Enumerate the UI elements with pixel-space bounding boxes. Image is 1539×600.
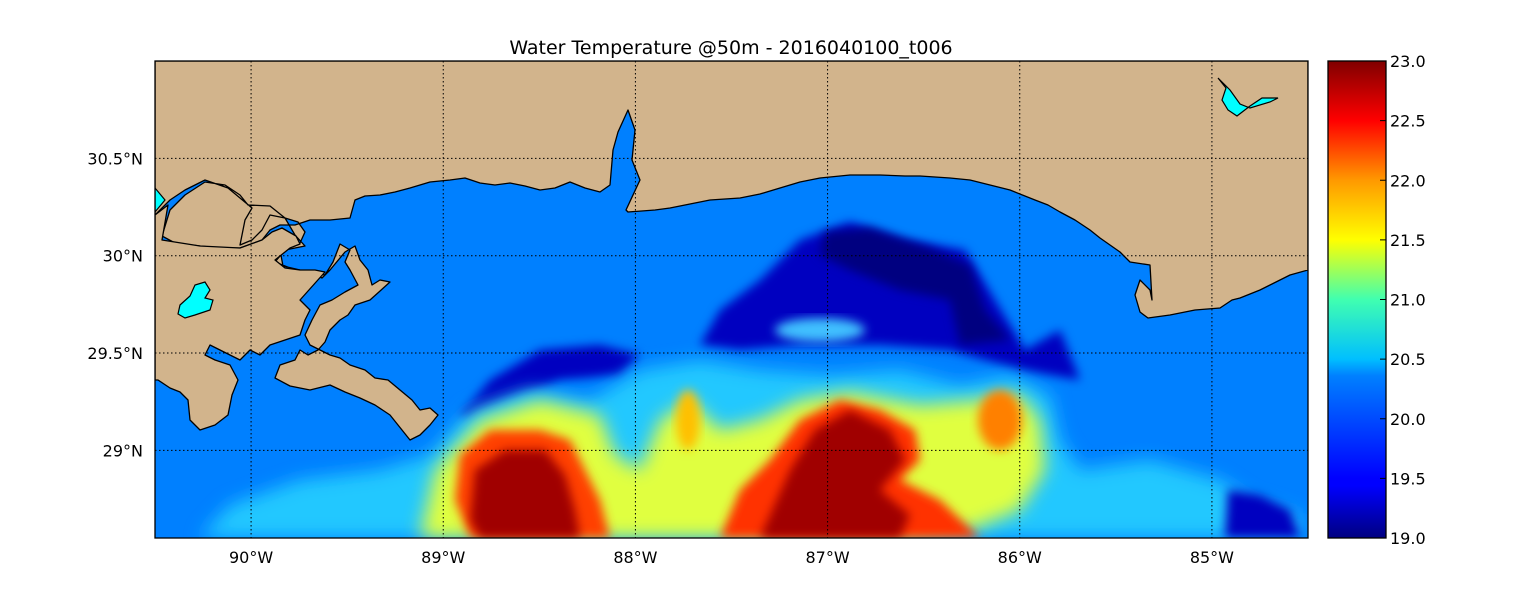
lon-label: 89°W (421, 548, 465, 567)
lat-label: 29.5°N (87, 344, 143, 363)
lat-label: 30°N (103, 247, 143, 266)
colorbar-label: 20.5 (1390, 350, 1426, 369)
latitude-labels: 30.5°N 30°N 29.5°N 29°N (87, 149, 143, 460)
colorbar-label: 20.0 (1390, 410, 1426, 429)
hot-core-east (760, 410, 910, 538)
warm-filament-2 (676, 390, 700, 450)
land-area-southwest (155, 204, 326, 431)
temperature-field (200, 222, 1300, 538)
hot-core-west (470, 450, 580, 538)
colorbar-label: 22.0 (1390, 171, 1426, 190)
colorbar-ticks: 23.0 22.5 22.0 21.5 21.0 20.5 20.0 19.5 19.0 (1380, 52, 1426, 548)
map-title: Water Temperature @50m - 2016040100_t006 (509, 37, 952, 59)
cold-core (820, 228, 1010, 345)
longitude-labels: 90°W 89°W 88°W 87°W 86°W 85°W (229, 548, 1234, 567)
map-panel (155, 61, 1308, 538)
lon-label: 85°W (1190, 548, 1234, 567)
graticule (155, 61, 1308, 538)
lake-pontchartrain (155, 187, 166, 213)
colorbar-label: 19.5 (1390, 469, 1426, 488)
warm-filament (978, 390, 1022, 450)
land-area (155, 61, 1308, 441)
inner-eddy-ring (775, 318, 865, 342)
colorbar-label: 22.5 (1390, 112, 1426, 131)
lon-label: 87°W (805, 548, 849, 567)
lake-east (1217, 77, 1279, 117)
colorbar-label: 19.0 (1390, 529, 1426, 548)
colorbar: 23.0 22.5 22.0 21.5 21.0 20.5 20.0 19.5 19.0 (1327, 52, 1426, 548)
colorbar-label: 21.5 (1390, 231, 1426, 250)
lon-label: 88°W (613, 548, 657, 567)
lat-label: 30.5°N (87, 149, 143, 168)
cold-pocket-southeast (1225, 490, 1300, 538)
map-frame (154, 60, 1309, 539)
colorbar-label: 21.0 (1390, 291, 1426, 310)
lon-label: 90°W (229, 548, 273, 567)
colorbar-gradient (1327, 60, 1387, 539)
lon-label: 86°W (998, 548, 1042, 567)
lake-salvador (177, 281, 214, 319)
colorbar-label: 23.0 (1390, 52, 1426, 71)
lat-label: 29°N (103, 441, 143, 460)
